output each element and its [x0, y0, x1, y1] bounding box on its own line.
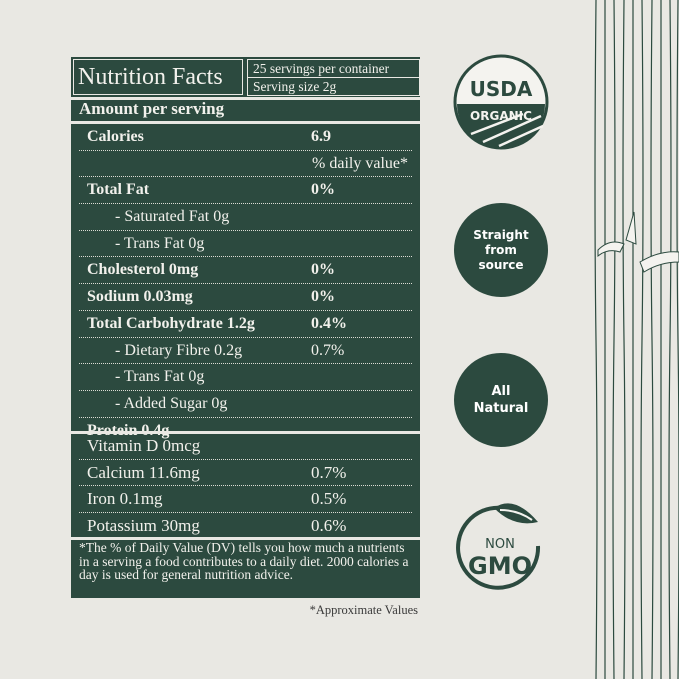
nutrient-row: Sodium 0.03mg 0% — [79, 284, 412, 311]
badge-text: All Natural — [473, 384, 529, 416]
nutrient-name: Calcium 11.6mg — [87, 462, 200, 482]
nutrient-value: 0.6% — [311, 515, 347, 535]
nutrient-name: Potassium 30mg — [87, 515, 200, 535]
label-header: Nutrition Facts 25 servings per containe… — [71, 57, 420, 100]
nutrient-row: - Added Sugar 0g — [79, 391, 412, 418]
footnote: *The % of Daily Value (DV) tells you how… — [79, 540, 409, 582]
nutrient-row: Vitamin D 0mcg — [79, 433, 412, 460]
nutrient-name: Sodium 0.03mg — [87, 288, 193, 306]
nutrient-name: - Saturated Fat 0g — [115, 208, 230, 226]
nutrient-name: Iron 0.1mg — [87, 489, 163, 508]
nutrient-name: Total Fat — [87, 181, 150, 199]
amount-per-serving: Amount per serving — [79, 99, 225, 118]
nutrient-value: 6.9 — [311, 128, 331, 145]
nutrient-name: Vitamin D 0mcg — [87, 436, 201, 455]
bamboo-stalk — [612, 0, 616, 679]
nutrient-row: Calories 6.9 — [79, 124, 412, 151]
bamboo-stalk — [668, 0, 672, 679]
nutrient-name: Cholesterol 0mg — [87, 261, 199, 279]
nutrient-name: - Trans Fat 0g — [115, 368, 205, 386]
nutrient-value: 0.4% — [311, 314, 347, 332]
organic-text: ORGANIC — [470, 109, 532, 123]
nutrient-value: 0% — [311, 261, 335, 279]
straight-from-source-badge: Straight from source — [454, 203, 548, 297]
nutrient-row: - Trans Fat 0g — [79, 231, 412, 258]
bamboo-illustration — [594, 0, 679, 679]
non-gmo-icon: NON GMO — [456, 503, 541, 590]
divider — [71, 431, 420, 434]
nutrient-row: Iron 0.1mg 0.5% — [79, 486, 412, 513]
nutrient-row: Protein 0.4g — [79, 418, 412, 444]
usda-organic-icon: USDA ORGANIC — [453, 54, 549, 150]
nutrient-value: 0% — [311, 288, 335, 306]
nutrient-name: - Dietary Fibre 0.2g — [115, 341, 243, 359]
usda-text: USDA — [470, 77, 533, 101]
nutrient-name: - Trans Fat 0g — [115, 234, 205, 252]
nutrient-row: % daily value* — [79, 151, 412, 178]
nutrient-row: Cholesterol 0mg 0% — [79, 257, 412, 285]
vitamin-rows: Vitamin D 0mcg Calcium 11.6mg 0.7% Iron 0.1… — [71, 433, 420, 538]
label-title: Nutrition Facts — [73, 59, 243, 95]
divider — [71, 121, 420, 124]
nutrient-name: Total Carbohydrate 1.2g — [87, 314, 255, 332]
approximate-note: *Approximate Values — [309, 603, 418, 617]
nutrient-value: 0.7% — [311, 341, 345, 359]
nutrition-facts-panel: Nutrition Facts 25 servings per containe… — [71, 57, 420, 598]
nutrient-name: - Added Sugar 0g — [115, 394, 228, 412]
serving-size: Serving size 2g — [247, 77, 420, 96]
badge-text: Straight from source — [473, 227, 529, 272]
bamboo-stalk — [622, 0, 626, 679]
nutrient-name: Protein 0.4g — [87, 418, 169, 444]
all-natural-badge: All Natural — [454, 353, 548, 447]
nutrient-row: Total Fat 0% — [79, 177, 412, 205]
nutrient-row: Calcium 11.6mg 0.7% — [79, 460, 412, 486]
nutrient-row: - Trans Fat 0g — [79, 364, 412, 391]
nutrient-value: % daily value* — [312, 154, 408, 172]
nutrient-value: 0.5% — [311, 489, 347, 508]
gmo-text: GMO — [468, 552, 532, 580]
bamboo-stalk — [650, 0, 654, 679]
nutrient-name: Calories — [87, 128, 144, 145]
nutrient-row: - Dietary Fibre 0.2g 0.7% — [79, 338, 412, 365]
nutrient-rows: Calories 6.9 % daily value* Total Fat 0% - Sa… — [71, 124, 420, 443]
divider — [71, 537, 420, 540]
nutrient-row: Potassium 30mg 0.6% — [79, 513, 412, 539]
nutrient-value: 0% — [311, 181, 335, 199]
bamboo-stalk — [640, 0, 644, 679]
bamboo-stalk — [594, 0, 598, 679]
servings-per-container: 25 servings per container — [247, 59, 420, 78]
nutrient-row: Total Carbohydrate 1.2g 0.4% — [79, 311, 412, 338]
nutrient-row: - Saturated Fat 0g — [79, 204, 412, 231]
non-text: NON — [485, 537, 515, 552]
nutrient-value: 0.7% — [311, 462, 347, 482]
